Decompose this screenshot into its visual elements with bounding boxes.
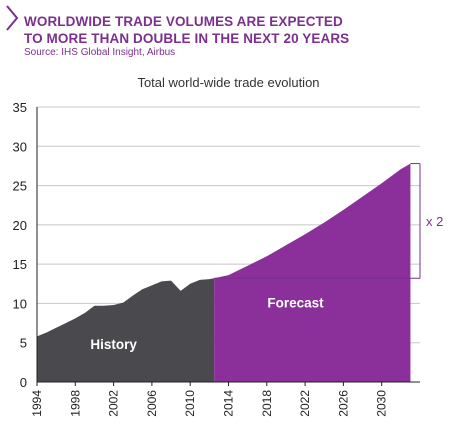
forecast-area: [214, 163, 411, 382]
x-tick-label: 2030: [375, 390, 389, 417]
y-tick-label: 25: [13, 179, 27, 194]
x-tick-label: 2014: [222, 390, 236, 417]
history-label: History: [90, 337, 137, 352]
x-tick-label: 2018: [260, 390, 274, 417]
forecast-label: Forecast: [267, 295, 324, 310]
y-tick-label: 30: [13, 139, 27, 154]
y-tick-label: 0: [20, 375, 27, 390]
y-tick-label: 20: [13, 218, 27, 233]
x-tick-label: 2022: [298, 390, 312, 417]
multiplier-label: x 2: [426, 214, 443, 229]
x-tick-label: 2010: [183, 390, 197, 417]
x-tick-label: 2002: [107, 390, 121, 417]
y-tick-label: 35: [13, 100, 27, 115]
headline: WORLDWIDE TRADE VOLUMES ARE EXPECTED TO …: [24, 13, 349, 47]
headline-line-1: WORLDWIDE TRADE VOLUMES ARE EXPECTED: [24, 14, 343, 29]
x-tick-label: 2026: [336, 390, 350, 417]
x-tick-label: 1998: [68, 390, 82, 417]
y-tick-label: 10: [13, 296, 27, 311]
x-tick-label: 1994: [30, 390, 44, 417]
chevron-right-icon: [6, 5, 19, 31]
chart-title: Total world-wide trade evolution: [137, 75, 320, 90]
y-tick-label: 5: [20, 336, 27, 351]
y-tick-label: 15: [13, 257, 27, 272]
history-area: [37, 278, 215, 382]
headline-line-2: TO MORE THAN DOUBLE IN THE NEXT 20 YEARS: [24, 31, 350, 46]
x-tick-label: 2006: [145, 390, 159, 417]
source-note: Source: IHS Global Insight, Airbus: [24, 47, 176, 58]
